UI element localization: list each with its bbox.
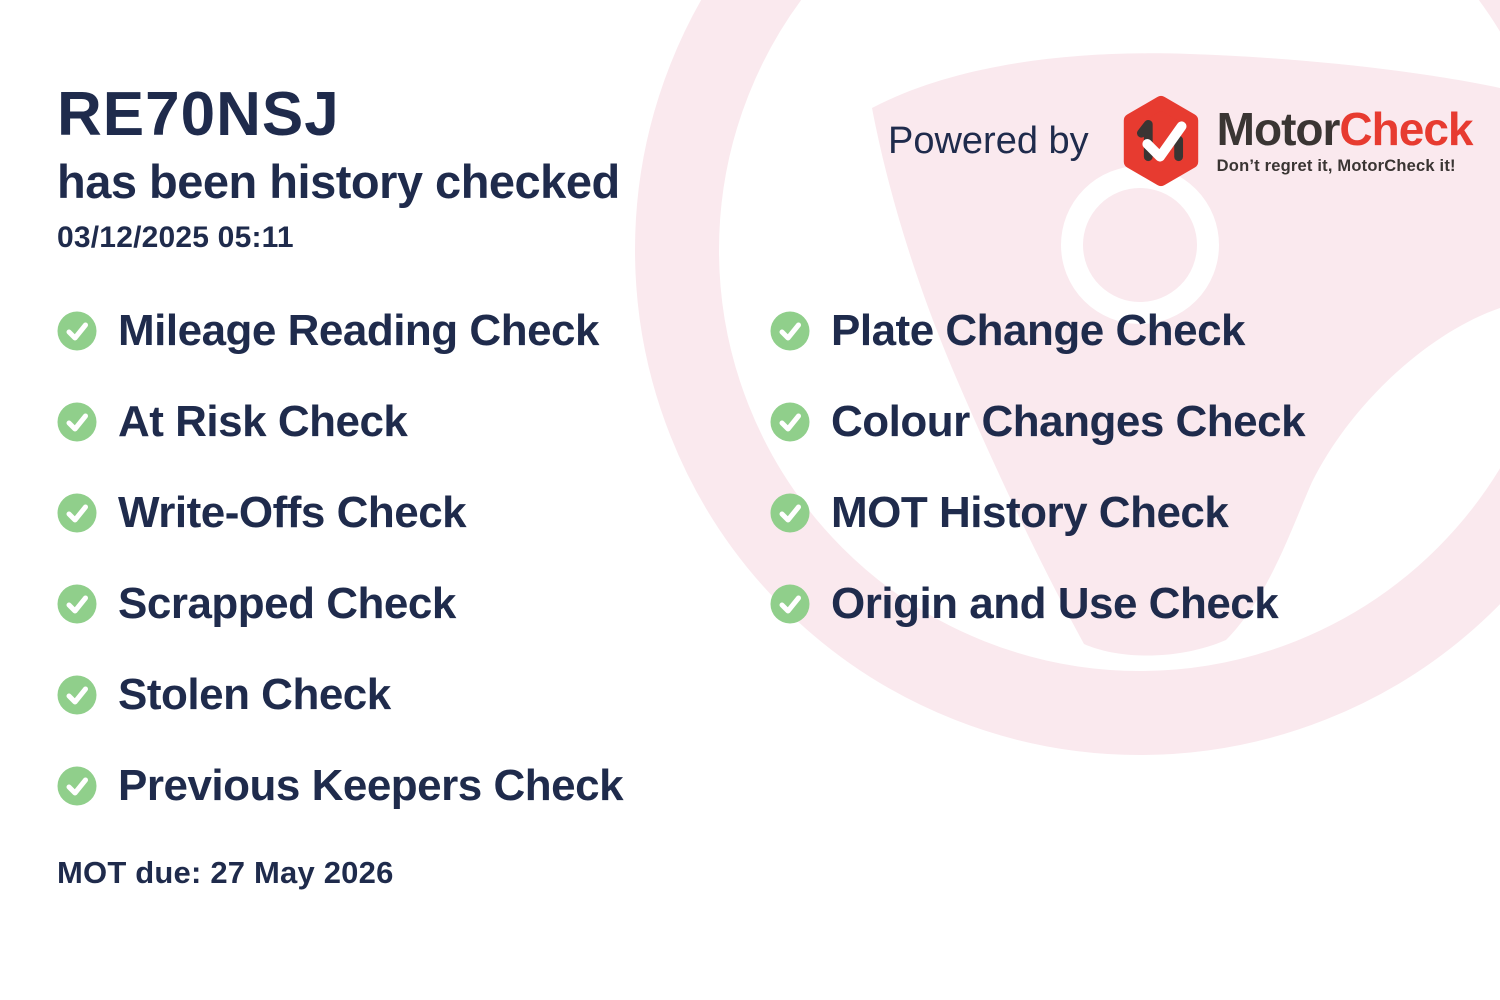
brand-name-check: Check: [1339, 103, 1473, 155]
check-timestamp: 03/12/2025 05:11: [57, 220, 294, 254]
check-item-label: Plate Change Check: [831, 306, 1246, 355]
check-item-label: Mileage Reading Check: [118, 306, 599, 355]
check-item: MOT History Check: [770, 488, 1305, 537]
brand-name: MotorCheck: [1216, 103, 1474, 155]
page-title: has been history checked: [57, 155, 620, 208]
check-item: Previous Keepers Check: [57, 761, 624, 810]
check-circle-icon: [57, 766, 97, 806]
check-item-label: Origin and Use Check: [831, 579, 1279, 628]
checklist-left: Mileage Reading Check At Risk Check Write-…: [57, 306, 624, 854]
check-circle-icon: [770, 584, 810, 624]
check-circle-icon: [57, 493, 97, 533]
check-item-label: At Risk Check: [118, 397, 408, 446]
check-circle-icon: [57, 402, 97, 442]
motorcheck-logo-icon: [1119, 94, 1203, 188]
check-item-label: Previous Keepers Check: [118, 761, 624, 810]
powered-by-label: Powered by: [888, 119, 1089, 162]
brand-name-motor: Motor: [1216, 103, 1341, 155]
check-circle-icon: [770, 311, 810, 351]
check-item: Plate Change Check: [770, 306, 1305, 355]
mot-due-label: MOT due: 27 May 2026: [57, 855, 394, 890]
check-circle-icon: [770, 493, 810, 533]
check-item: At Risk Check: [57, 397, 623, 446]
check-circle-icon: [57, 311, 97, 351]
check-item-label: Scrapped Check: [118, 579, 456, 628]
check-item: Stolen Check: [57, 670, 623, 719]
brand-block: MotorCheck Don’t regret it, MotorCheck i…: [1216, 103, 1474, 176]
checklist-right: Plate Change Check Colour Changes Check MO…: [770, 306, 1306, 672]
check-item-label: Colour Changes Check: [831, 397, 1306, 446]
check-item-label: Stolen Check: [118, 670, 391, 719]
wheel-rim: [635, 0, 1500, 755]
check-item: Mileage Reading Check: [57, 306, 623, 355]
check-item-label: Write-Offs Check: [118, 488, 467, 537]
wheel-hub-ring: [1061, 166, 1219, 324]
header: RE70NSJ has been history checked 03/12/2…: [57, 84, 620, 255]
wheel-face: [872, 53, 1500, 656]
check-item-label: MOT History Check: [831, 488, 1229, 537]
brand-tagline: Don’t regret it, MotorCheck it!: [1216, 157, 1456, 175]
check-item: Colour Changes Check: [770, 397, 1306, 446]
check-item: Scrapped Check: [57, 579, 623, 628]
check-circle-icon: [57, 675, 97, 715]
check-circle-icon: [770, 402, 810, 442]
powered-by-bar: Powered by MotorCheck Don’t regret it, M…: [888, 94, 1474, 188]
registration-plate: RE70NSJ: [57, 80, 340, 149]
check-circle-icon: [57, 584, 97, 624]
check-item: Origin and Use Check: [770, 579, 1305, 628]
check-item: Write-Offs Check: [57, 488, 623, 537]
